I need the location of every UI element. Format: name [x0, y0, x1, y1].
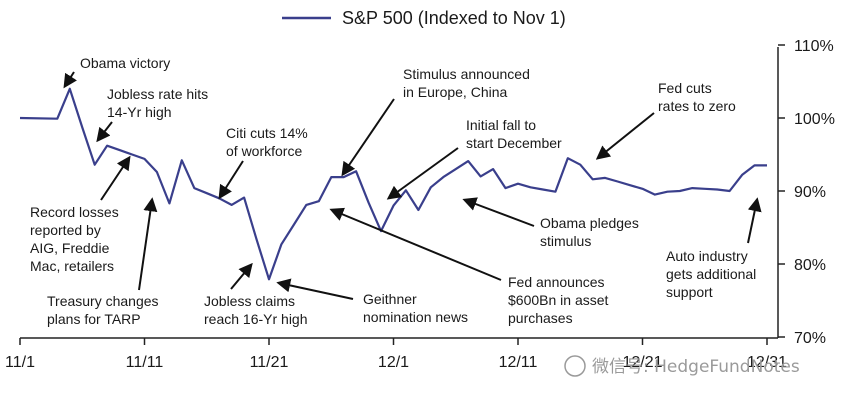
annotation-arrow-jobless-16yr — [230, 262, 253, 290]
annotation-arrow-fed-600bn — [329, 207, 502, 281]
annotation-line: support — [666, 284, 713, 300]
annotation-stimulus-europe: Stimulus announced in Europe, China — [403, 66, 530, 100]
annotation-obama-victory: Obama victory — [80, 55, 170, 71]
annotation-fed-cuts: Fed cuts rates to zero — [658, 80, 736, 114]
legend-label: S&P 500 (Indexed to Nov 1) — [342, 8, 566, 28]
annotation-arrow-initial-fall — [386, 147, 459, 200]
annotation-fed-600bn: Fed announces $600Bn in asset purchases — [508, 274, 609, 326]
annotation-arrow-treasury — [138, 197, 158, 291]
annotation-jobless-14yr: Jobless rate hits 14-Yr high — [107, 86, 208, 120]
x-tick-label: 11/11 — [126, 354, 164, 371]
annotation-arrow-citi-cuts — [218, 160, 244, 200]
annotation-line: Mac, retailers — [30, 258, 114, 274]
annotation-line: Record losses — [30, 204, 119, 220]
y-tick-label: 90% — [794, 184, 826, 201]
annotation-line: start December — [466, 135, 562, 151]
annotation-line: Initial fall to — [466, 117, 536, 133]
annotation-arrow-obama-stimulus — [462, 197, 535, 227]
annotation-line: Fed announces — [508, 274, 605, 290]
annotation-line: reported by — [30, 222, 101, 238]
annotation-line: Treasury changes — [47, 293, 159, 309]
annotation-arrow-obama-victory — [63, 71, 77, 89]
annotation-arrow-record-losses — [100, 155, 131, 201]
x-tick-label: 12/11 — [499, 354, 538, 371]
annotation-line: Citi cuts 14% — [226, 125, 308, 141]
x-tick-label: 12/1 — [378, 354, 409, 371]
annotation-line: of workforce — [226, 143, 302, 159]
annotation-citi-cuts: Citi cuts 14% of workforce — [226, 125, 308, 159]
annotation-line: 14-Yr high — [107, 104, 172, 120]
x-tick-label: 12/21 — [622, 354, 662, 371]
watermark-text: 微信号: HedgeFundNotes — [592, 357, 800, 377]
y-tick-label: 70% — [794, 330, 826, 347]
y-tick-label: 100% — [794, 111, 835, 128]
annotation-line: Fed cuts — [658, 80, 712, 96]
annotation-arrow-fed-cuts — [595, 112, 655, 160]
x-tick-label: 11/1 — [5, 354, 35, 371]
annotation-line: Obama pledges — [540, 215, 639, 231]
annotation-line: Stimulus announced — [403, 66, 530, 82]
annotation-initial-fall: Initial fall to start December — [466, 117, 562, 151]
annotation-arrow-jobless-14yr — [96, 121, 113, 143]
annotation-arrow-auto-industry — [747, 197, 762, 244]
annotation-geithner: Geithner nomination news — [363, 291, 468, 325]
annotation-treasury: Treasury changes plans for TARP — [47, 293, 159, 327]
annotation-line: in Europe, China — [403, 84, 508, 100]
annotation-line: nomination news — [363, 309, 468, 325]
annotation-line: Obama victory — [80, 55, 170, 71]
annotation-arrow-stimulus-europe — [341, 98, 395, 177]
annotation-obama-stimulus: Obama pledges stimulus — [540, 215, 639, 249]
annotation-record-losses: Record losses reported by AIG, Freddie Mac,… — [30, 204, 119, 274]
sp500-series-line — [19, 87, 767, 281]
annotation-line: Geithner — [363, 291, 417, 307]
x-tick-label: 11/21 — [250, 354, 289, 371]
annotation-line: Jobless claims — [204, 293, 295, 309]
annotation-line: plans for TARP — [47, 311, 141, 327]
annotation-line: AIG, Freddie — [30, 240, 110, 256]
annotation-line: reach 16-Yr high — [204, 311, 308, 327]
annotation-line: Auto industry — [666, 248, 748, 264]
annotation-line: rates to zero — [658, 98, 736, 114]
annotation-line: purchases — [508, 310, 573, 326]
annotation-arrow-geithner — [276, 278, 354, 300]
y-tick-label: 110% — [794, 38, 834, 55]
wechat-icon — [564, 355, 586, 377]
annotation-line: gets additional — [666, 266, 756, 282]
annotation-jobless-16yr: Jobless claims reach 16-Yr high — [204, 293, 308, 327]
annotation-line: stimulus — [540, 233, 591, 249]
x-tick-label: 12/31 — [747, 354, 787, 371]
annotation-auto-industry: Auto industry gets additional support — [666, 248, 756, 300]
annotation-line: Jobless rate hits — [107, 86, 208, 102]
annotation-line: $600Bn in asset — [508, 292, 609, 308]
y-tick-label: 80% — [794, 257, 826, 274]
